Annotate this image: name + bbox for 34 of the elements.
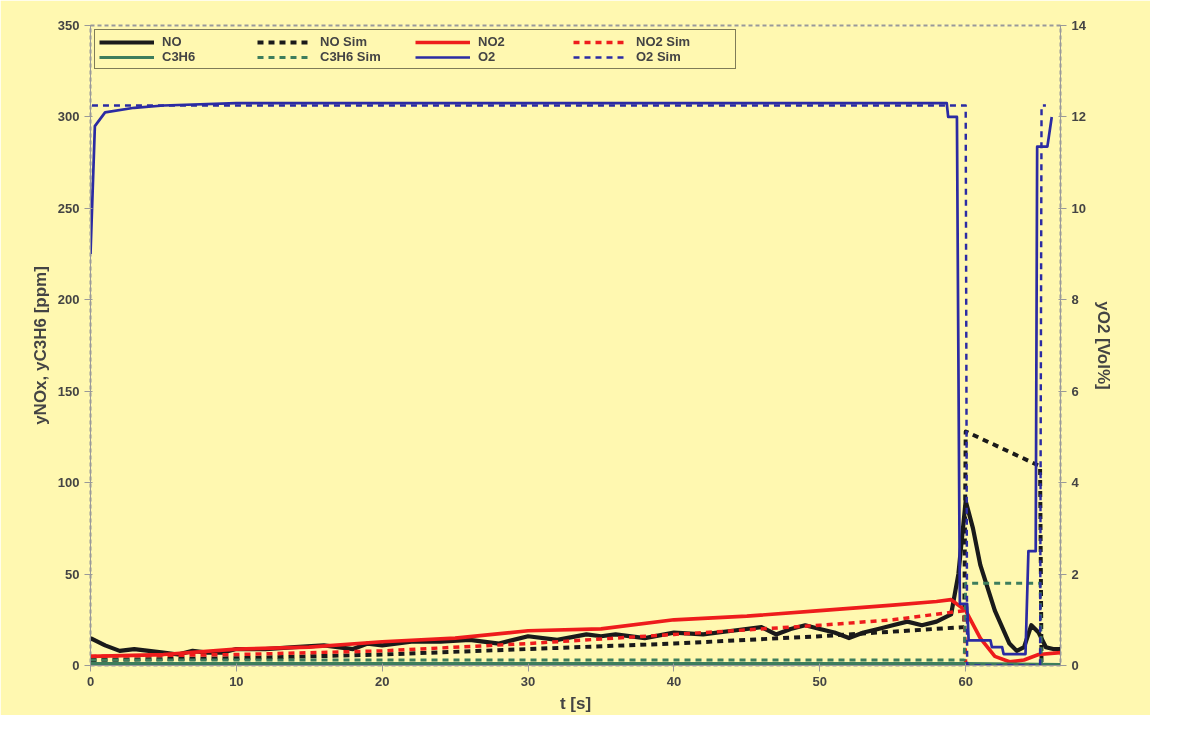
x-tick-label: 20: [375, 673, 390, 689]
legend-label: C3H6 Sim: [320, 49, 382, 64]
y2-axis-title: yO2 [Vol%]: [1093, 301, 1113, 390]
legend-label: NO: [162, 34, 183, 49]
legend-label: NO Sim: [320, 34, 368, 49]
legend-label: NO2 Sim: [636, 34, 692, 49]
x-tick-label: 0: [86, 673, 95, 689]
y-tick-label: 200: [57, 292, 80, 308]
y-tick-label: 0: [72, 658, 80, 673]
y-tick-label: 50: [65, 566, 80, 582]
x-tick-label: 50: [812, 673, 828, 689]
legend-label: O2: [478, 49, 497, 64]
y2-tick-label: 0: [1071, 658, 1079, 673]
x-tick-label: 10: [229, 673, 244, 689]
legend-label: O2 Sim: [636, 49, 682, 64]
y2-tick-label: 10: [1071, 200, 1086, 216]
x-axis-title: t [s]: [559, 693, 592, 713]
y-tick-label: 300: [57, 109, 80, 125]
x-tick-label: 60: [958, 673, 973, 689]
legend-label: NO2: [478, 34, 506, 49]
y-tick-label: 350: [57, 18, 80, 33]
y2-tick-label: 4: [1071, 475, 1080, 491]
y-axis-title: yNOx, yC3H6 [ppm]: [30, 266, 50, 425]
y-tick-label: 100: [57, 475, 80, 491]
legend-label: C3H6: [162, 49, 197, 64]
y2-tick-label: 8: [1071, 292, 1079, 308]
y-tick-label: 250: [57, 200, 80, 216]
y2-tick-label: 6: [1071, 383, 1079, 399]
x-tick-label: 30: [520, 673, 536, 689]
y2-tick-label: 14: [1071, 18, 1087, 33]
y2-tick-label: 12: [1071, 109, 1086, 125]
y-tick-label: 150: [57, 383, 80, 399]
y2-tick-label: 2: [1071, 566, 1079, 582]
x-tick-label: 40: [666, 673, 682, 689]
